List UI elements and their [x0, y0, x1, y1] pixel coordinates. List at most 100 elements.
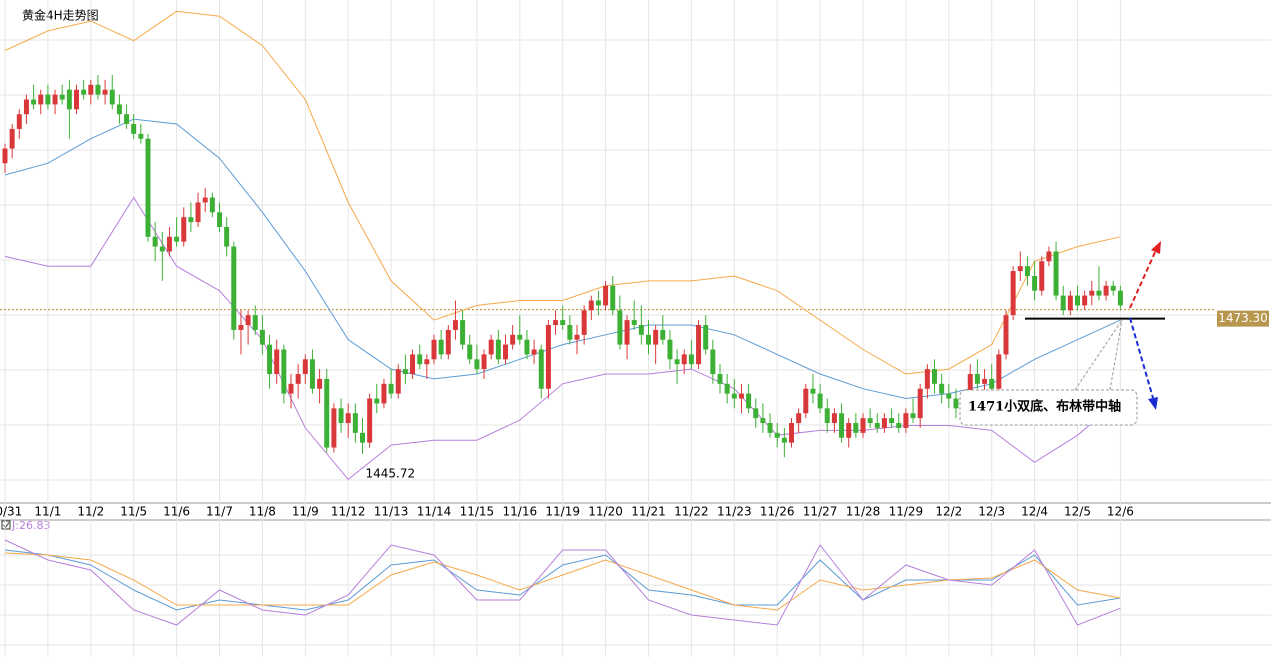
candle-body — [402, 369, 408, 375]
kdj-line — [4, 539, 1121, 626]
candle-body — [88, 84, 94, 95]
candle-body — [345, 413, 351, 424]
candle-body — [317, 378, 323, 389]
x-tick-label: 12/4 — [1021, 505, 1048, 519]
x-tick-label: 11/26 — [760, 505, 795, 519]
x-tick-label: 11/15 — [460, 505, 495, 519]
candle-body — [817, 393, 823, 409]
candle-body — [116, 104, 122, 115]
candle-body — [66, 89, 72, 110]
candle-body — [889, 418, 895, 424]
candle-body — [903, 413, 909, 428]
candle-body — [209, 197, 215, 213]
candle-body — [810, 388, 816, 394]
candle-body — [524, 339, 530, 355]
candle-body — [231, 246, 237, 330]
candle-body — [653, 329, 659, 345]
candle-body — [31, 99, 37, 105]
candle-body — [846, 423, 852, 438]
price-tag — [1217, 310, 1269, 327]
x-tick-label: 11/6 — [163, 505, 190, 519]
candle-body — [789, 423, 794, 443]
candle-body — [360, 432, 365, 443]
candle-body — [638, 325, 644, 335]
callout-box — [959, 389, 1138, 426]
candle-body — [717, 374, 723, 384]
callout-pointer — [1109, 319, 1123, 391]
candle-body — [52, 94, 58, 105]
candle-body — [1110, 285, 1116, 291]
candle-body — [781, 437, 787, 443]
candle-body — [939, 383, 945, 394]
callout: 1471小双底、布林带中轴 — [959, 319, 1138, 426]
candle-body — [1089, 290, 1095, 296]
candle-body — [1039, 261, 1045, 291]
candle-body — [38, 94, 44, 105]
candle-body — [259, 329, 265, 345]
candle-body — [367, 398, 373, 443]
candle-body — [481, 354, 487, 370]
candle-body — [946, 393, 952, 399]
candle-body — [924, 369, 930, 389]
candle-body — [74, 89, 79, 110]
candle-body — [667, 339, 673, 360]
x-tick-label: 11/22 — [674, 505, 709, 519]
candle-body — [610, 285, 616, 311]
candle-body — [245, 315, 251, 325]
x-tick-label: 11/12 — [331, 505, 366, 519]
x-tick-label: 11/20 — [588, 505, 623, 519]
checkbox[interactable] — [1, 520, 11, 530]
x-tick-label: 11/28 — [846, 505, 881, 519]
candle-body — [217, 212, 222, 227]
candle-body — [1096, 290, 1102, 296]
candle-body — [23, 99, 29, 115]
candle-body — [760, 418, 766, 424]
candle-body — [374, 398, 380, 404]
candle-body — [874, 423, 880, 428]
candle-body — [989, 378, 995, 389]
candle-body — [581, 310, 587, 335]
candle-body — [395, 369, 401, 394]
candle-body — [424, 359, 430, 365]
candle-body — [982, 378, 988, 384]
down-arrow — [1129, 317, 1154, 399]
candle-body — [16, 114, 22, 129]
candle-body — [267, 344, 273, 375]
candle-body — [1103, 285, 1109, 296]
candle-body — [1046, 251, 1052, 262]
candle-body — [517, 334, 523, 340]
x-tick-label: 11/13 — [374, 505, 409, 519]
candle-body — [595, 300, 601, 306]
candle-body — [681, 354, 687, 365]
candle-body — [917, 388, 923, 419]
candle-body — [224, 226, 230, 247]
candle-body — [195, 202, 201, 223]
candle-body — [510, 334, 516, 345]
candle-body — [831, 413, 837, 424]
x-tick-label: 11/19 — [545, 505, 580, 519]
candle-body — [932, 369, 937, 384]
candle-body — [746, 393, 752, 409]
candle-body — [188, 217, 194, 223]
candle-body — [488, 339, 494, 355]
candle-body — [538, 349, 544, 389]
candle-body — [452, 320, 458, 330]
candle-body — [352, 413, 358, 433]
candle-body — [731, 393, 737, 399]
candle-body — [860, 418, 866, 433]
bollinger-line — [4, 196, 1121, 481]
candle-body — [896, 423, 902, 428]
x-tick-label: 10/31 — [0, 505, 22, 519]
x-tick-label: 11/2 — [77, 505, 104, 519]
candle-body — [474, 359, 480, 370]
candle-body — [646, 334, 651, 345]
x-tick-label: 12/6 — [1107, 505, 1134, 519]
candle-body — [839, 413, 845, 438]
candle-body — [824, 408, 830, 424]
x-tick-label: 12/3 — [978, 505, 1005, 519]
candle-body — [202, 197, 208, 203]
candle-body — [417, 354, 423, 365]
down-arrow-head — [1148, 397, 1158, 410]
